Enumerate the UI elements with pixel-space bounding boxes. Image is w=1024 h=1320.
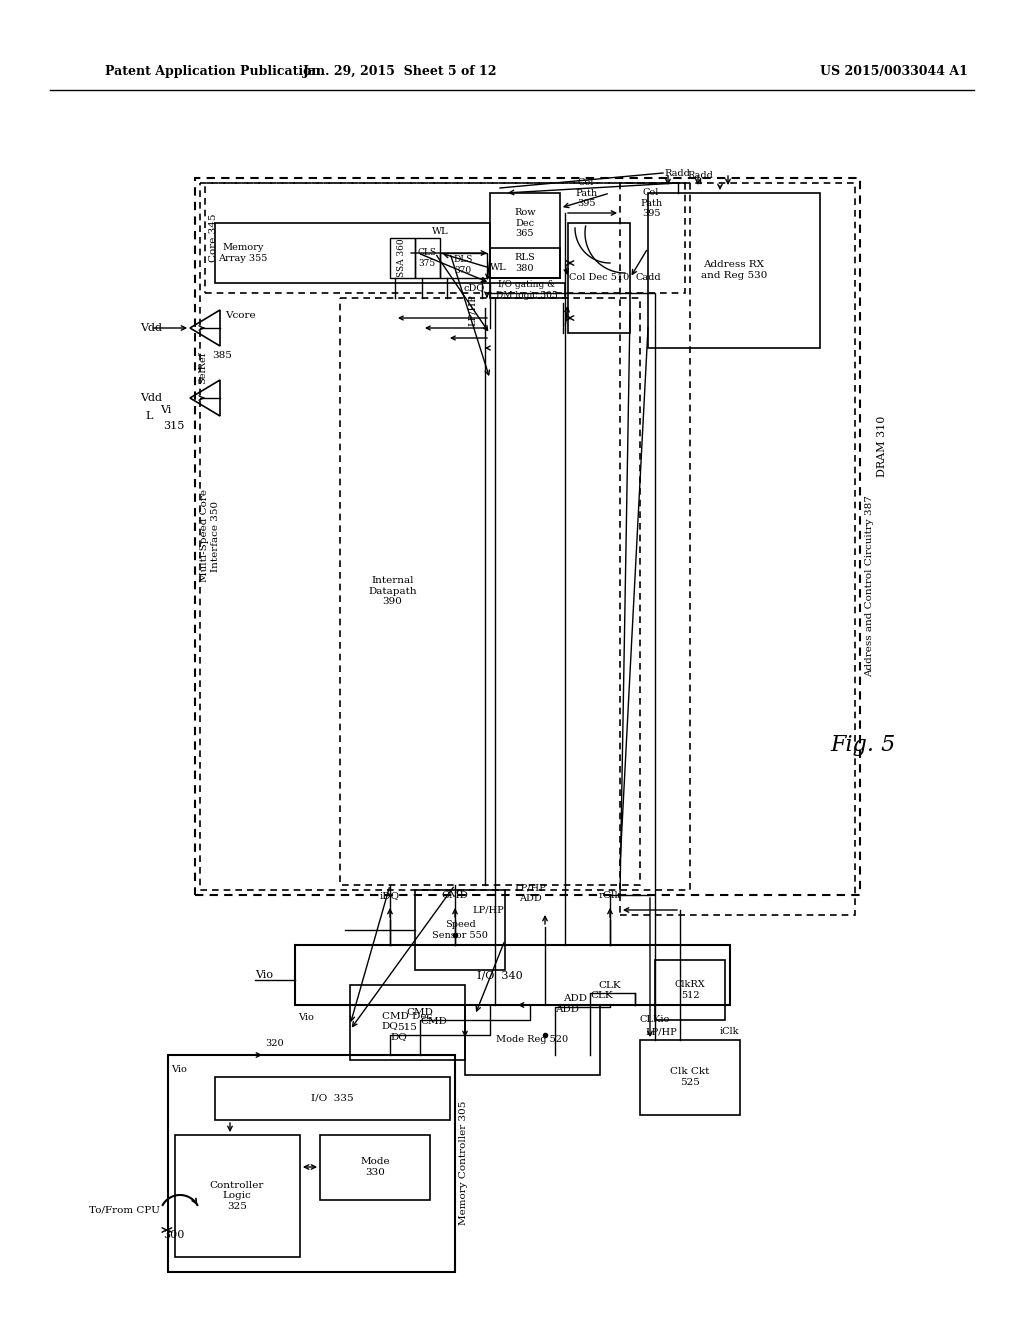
Text: Radd: Radd — [665, 169, 690, 177]
Text: CLKio: CLKio — [640, 1015, 671, 1024]
Bar — [655, 960, 725, 1020]
Text: CMD: CMD — [407, 1008, 433, 1016]
Bar — [648, 193, 820, 348]
Bar — [195, 178, 860, 895]
Text: CLS
375: CLS 375 — [418, 248, 436, 268]
Text: Core 345: Core 345 — [209, 214, 217, 263]
Text: SelRef: SelRef — [198, 352, 207, 384]
Text: Col
Path
395: Col Path 395 — [575, 178, 597, 209]
Bar — [168, 1055, 455, 1272]
Bar — [390, 238, 415, 279]
Text: Controller
Logic
325: Controller Logic 325 — [210, 1181, 264, 1210]
Bar — [215, 223, 490, 282]
Text: Speed
Sensor 550: Speed Sensor 550 — [432, 920, 488, 940]
Text: WL: WL — [490, 264, 507, 272]
Bar — [350, 985, 465, 1060]
Bar — [440, 253, 487, 279]
Text: DLS
370: DLS 370 — [454, 255, 473, 275]
Text: Vio: Vio — [171, 1065, 186, 1074]
Text: Jan. 29, 2015  Sheet 5 of 12: Jan. 29, 2015 Sheet 5 of 12 — [303, 66, 498, 78]
Text: Internal
Datapath
390: Internal Datapath 390 — [368, 576, 417, 606]
Text: Vdd: Vdd — [140, 323, 162, 333]
Text: Multi-Speed Core
Interface 350: Multi-Speed Core Interface 350 — [201, 490, 220, 582]
Text: WL: WL — [432, 227, 449, 235]
Text: Memory Controller 305: Memory Controller 305 — [460, 1101, 469, 1225]
Text: SSA 360: SSA 360 — [397, 239, 407, 277]
Text: RLS
380: RLS 380 — [515, 253, 536, 273]
Text: CLK: CLK — [599, 981, 622, 990]
Text: Mode Reg 520: Mode Reg 520 — [496, 1035, 568, 1044]
Bar — [205, 183, 685, 293]
Text: CMD Dec
515: CMD Dec 515 — [382, 1012, 432, 1032]
Text: Memory
Array 355: Memory Array 355 — [218, 243, 267, 263]
Text: Vi: Vi — [160, 405, 171, 414]
Bar — [568, 223, 630, 333]
Text: LP/HP: LP/HP — [645, 1027, 677, 1036]
Text: Patent Application Publication: Patent Application Publication — [105, 66, 321, 78]
Text: Vio: Vio — [255, 970, 273, 979]
Text: Fig. 5: Fig. 5 — [830, 734, 895, 756]
Text: 320: 320 — [265, 1039, 284, 1048]
Bar — [415, 890, 505, 970]
Bar — [175, 1135, 300, 1257]
Text: CLK: CLK — [590, 990, 612, 999]
Text: Clk Ckt
525: Clk Ckt 525 — [671, 1068, 710, 1086]
Text: iDQ: iDQ — [380, 891, 400, 900]
Bar — [340, 298, 640, 884]
Text: Address and Control Circuitry 387: Address and Control Circuitry 387 — [865, 495, 874, 677]
Text: CMD: CMD — [420, 1018, 446, 1027]
Text: iClk: iClk — [720, 1027, 739, 1036]
Bar — [465, 1005, 600, 1074]
Text: I/O  335: I/O 335 — [310, 1093, 353, 1102]
Text: Vdd: Vdd — [140, 393, 162, 403]
Text: Vcore: Vcore — [225, 310, 256, 319]
Text: ADD: ADD — [555, 1005, 579, 1014]
Text: Address RX
and Reg 530: Address RX and Reg 530 — [700, 260, 767, 280]
Text: 315: 315 — [163, 421, 184, 432]
Text: LP/HP: LP/HP — [468, 294, 476, 326]
Text: CMD: CMD — [441, 891, 468, 900]
Bar — [200, 183, 690, 890]
Text: I/O  340: I/O 340 — [477, 970, 523, 979]
Bar — [215, 1077, 450, 1119]
Text: ADD: ADD — [563, 994, 587, 1003]
Bar — [295, 945, 730, 1005]
Text: L: L — [145, 411, 153, 421]
Text: DQ: DQ — [390, 1032, 407, 1041]
Text: DQ: DQ — [382, 1020, 398, 1030]
Text: To/From CPU: To/From CPU — [89, 1205, 160, 1214]
Text: I/O gating &
DM logic 505: I/O gating & DM logic 505 — [496, 280, 558, 300]
Bar — [490, 248, 560, 279]
Text: LP/HP
ADD: LP/HP ADD — [514, 883, 546, 903]
Text: US 2015/0033044 A1: US 2015/0033044 A1 — [820, 66, 968, 78]
Text: ClkRX
512: ClkRX 512 — [675, 981, 706, 999]
Text: 300: 300 — [163, 1230, 184, 1239]
Bar — [490, 193, 560, 279]
Bar — [319, 1135, 430, 1200]
Bar — [415, 238, 440, 279]
Text: Row
Dec
365: Row Dec 365 — [514, 209, 536, 238]
Text: cDQ: cDQ — [464, 284, 485, 293]
Text: Cadd: Cadd — [635, 273, 660, 282]
Text: Radd: Radd — [687, 170, 713, 180]
Text: rClk: rClk — [599, 891, 622, 900]
Text: 385: 385 — [212, 351, 231, 359]
Text: Col
Path
395: Col Path 395 — [640, 187, 663, 218]
Bar — [640, 1040, 740, 1115]
Text: Vio: Vio — [298, 1012, 314, 1022]
Text: LP/HP: LP/HP — [472, 906, 504, 915]
Text: Col Dec 510: Col Dec 510 — [569, 273, 629, 282]
Text: DRAM 310: DRAM 310 — [877, 416, 887, 477]
Bar — [620, 183, 855, 915]
Bar — [490, 282, 565, 298]
Text: Mode
330: Mode 330 — [360, 1158, 390, 1176]
